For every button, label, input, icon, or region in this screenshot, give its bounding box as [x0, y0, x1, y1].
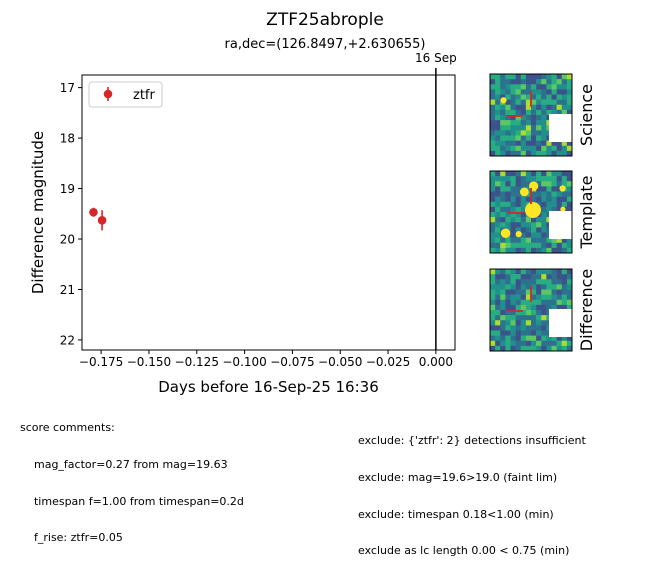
exclude-line: exclude: mag=19.6>19.0 (faint lim) [358, 471, 558, 484]
x-axis-label: Days before 16-Sep-25 16:36 [158, 378, 379, 396]
cutout-label: Difference [577, 269, 596, 351]
chart-subtitle: ra,dec=(126.8497,+2.630655) [225, 37, 426, 52]
masked-region [549, 114, 573, 142]
x-tick-label: −0.100 [222, 355, 266, 369]
legend-label: ztfr [133, 88, 155, 103]
cutout-difference: Difference [489, 268, 596, 352]
exclude-line: exclude: {'ztfr': 2} detections insuffic… [358, 434, 586, 448]
bright-source [500, 97, 507, 104]
legend: ztfr [88, 81, 163, 108]
vline-label: 16 Sep [415, 51, 457, 65]
bright-source [500, 228, 511, 239]
bright-source [559, 185, 566, 192]
x-tick-label: −0.025 [366, 355, 410, 369]
y-tick-label: 22 [60, 333, 75, 347]
masked-region [549, 211, 573, 239]
legend-marker [103, 89, 113, 99]
x-tick-label: 0.000 [419, 355, 453, 369]
comment-line: mag_factor=0.27 from mag=19.63 [20, 458, 228, 471]
cutout-frame [489, 73, 573, 157]
comment-line: timespan f=1.00 from timespan=0.2d [20, 494, 244, 508]
cutout-frame [489, 170, 573, 254]
cutout-label: Science [577, 84, 596, 146]
lightcurve-figure: ZTF25abrople ra,dec=(126.8497,+2.630655)… [29, 10, 596, 396]
bright-source [525, 202, 541, 218]
x-tick-label: −0.175 [79, 355, 123, 369]
x-tick-label: −0.125 [175, 355, 219, 369]
masked-region [549, 309, 573, 337]
comment-line: f_rise: ztfr=0.05 [20, 531, 123, 545]
bright-source [519, 187, 529, 197]
exclude-line: exclude as lc length 0.00 < 0.75 (min) [358, 544, 570, 558]
score-comments: score comments: mag_factor=0.27 from mag… [20, 398, 244, 557]
data-point [97, 216, 107, 225]
bright-source [515, 231, 522, 238]
y-tick-label: 20 [60, 232, 75, 246]
y-tick-label: 19 [60, 182, 75, 196]
y-tick-label: 17 [60, 81, 75, 95]
y-tick-label: 21 [60, 283, 75, 297]
exclude-line: exclude: timespan 0.18<1.00 (min) [358, 507, 554, 521]
cutout-label: Template [577, 175, 596, 249]
cutout-frame [489, 268, 573, 352]
y-tick-label: 18 [60, 132, 75, 146]
chart-title: ZTF25abrople [266, 10, 384, 30]
x-tick-label: −0.150 [127, 355, 171, 369]
data-point [89, 207, 98, 217]
x-tick-label: −0.050 [318, 355, 362, 369]
exclude-comments: exclude: {'ztfr': 2} detections insuffic… [358, 411, 586, 570]
x-tick-label: −0.075 [270, 355, 314, 369]
y-axis-label: Difference magnitude [29, 131, 47, 294]
bright-source [560, 206, 566, 212]
cutout-science: Science [489, 73, 596, 157]
cutout-panels: Science Template Difference [489, 73, 596, 352]
comment-line: score comments: [20, 421, 115, 435]
cutout-template: Template [489, 170, 596, 254]
plot-area: 16 Sep −0.175 −0.150 −0.125 −0.100 −0.075 −0.0… [29, 51, 457, 396]
plot-frame [81, 74, 456, 351]
